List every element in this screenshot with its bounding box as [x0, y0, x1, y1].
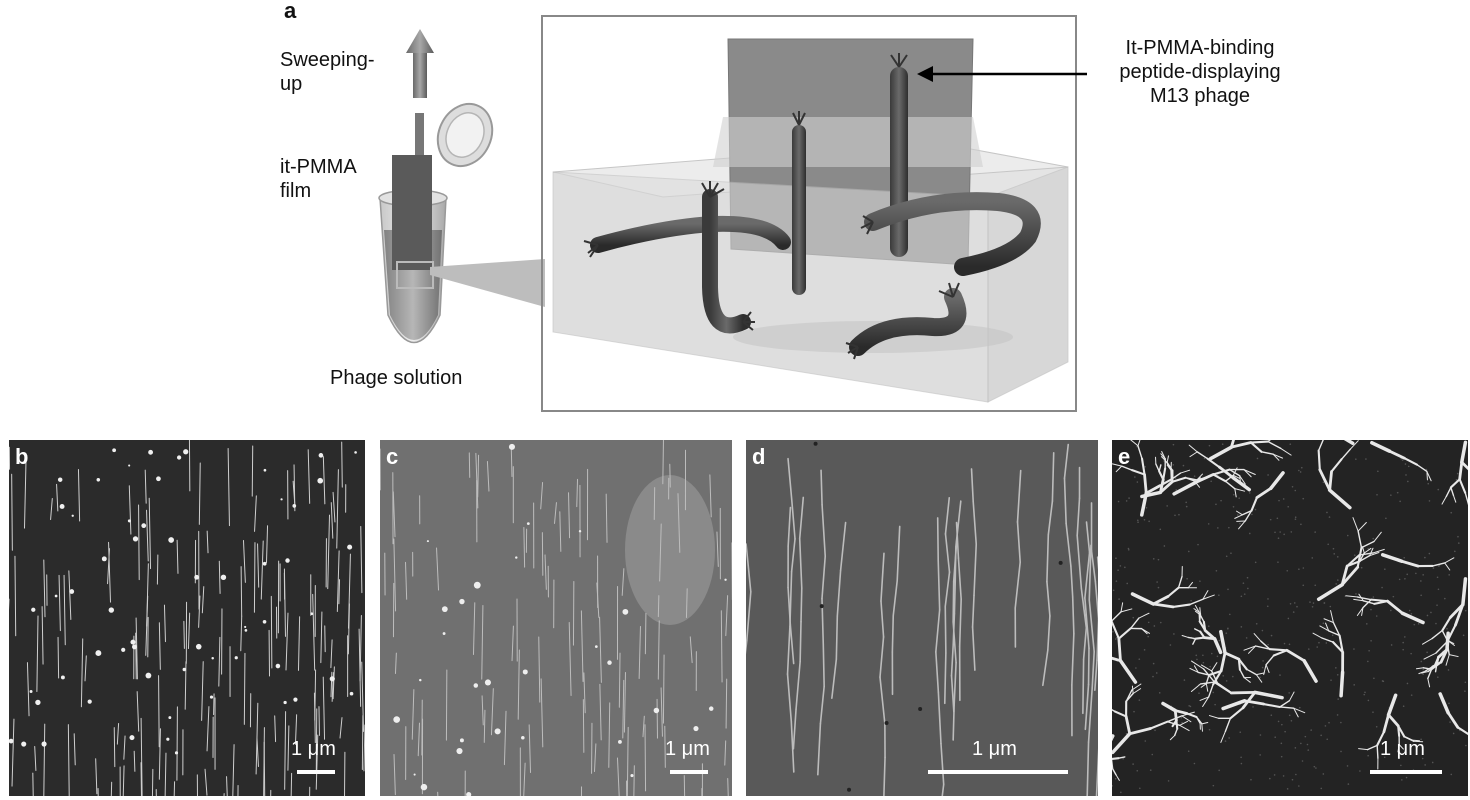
afm-image-c	[380, 440, 732, 796]
scale-label-b: 1 μm	[291, 738, 336, 760]
zoom-connector	[430, 259, 545, 307]
scale-label-d: 1 μm	[972, 738, 1017, 760]
scale-label-c: 1 μm	[665, 738, 710, 760]
scale-bar-b	[297, 770, 335, 774]
phage-description-label: It-PMMA-binding peptide-displaying M13 p…	[1119, 37, 1281, 107]
film-label: it-PMMA film	[280, 156, 357, 202]
panel-c-letter: c	[386, 444, 399, 469]
phage-illustration	[552, 38, 1069, 403]
afm-panel-b: b 1 μm	[9, 440, 365, 796]
afm-image-e	[1112, 440, 1468, 794]
phage-solution-label: Phage solution	[330, 367, 463, 389]
panel-d-letter: d	[752, 444, 766, 469]
afm-panel-c: c 1 μm	[380, 440, 732, 796]
scale-label-e: 1 μm	[1380, 738, 1425, 760]
afm-image-d	[746, 441, 1098, 796]
scale-bar-d	[928, 770, 1068, 774]
sweeping-up-label: Sweeping- up	[280, 49, 375, 95]
afm-panel-d: d 1 μm	[746, 440, 1098, 796]
phage-illustration-box	[541, 15, 1077, 412]
panel-a-letter: a	[284, 0, 297, 23]
panel-e-letter: e	[1118, 444, 1131, 469]
sweep-up-arrow-icon	[406, 29, 434, 98]
scale-bar-e	[1370, 770, 1442, 774]
tube-illustration	[378, 29, 494, 344]
afm-panel-e: e 1 μm	[1112, 440, 1468, 796]
scale-bar-c	[670, 770, 708, 774]
afm-image-b	[9, 440, 365, 796]
pointer-arrow-icon	[917, 66, 1087, 82]
panel-b-letter: b	[15, 444, 29, 469]
